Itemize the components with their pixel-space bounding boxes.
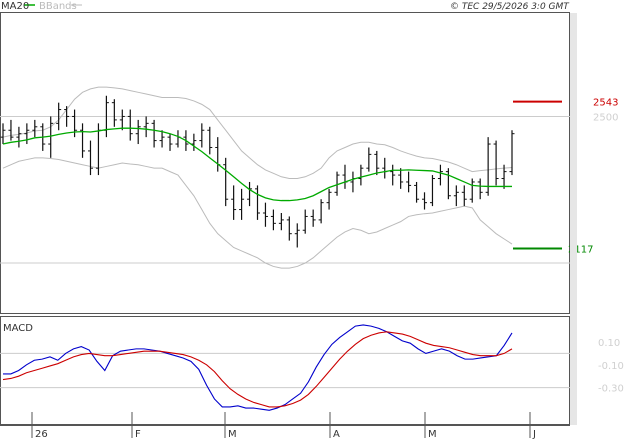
ohlc-bar (262, 202, 268, 227)
ohlc-bar (175, 130, 181, 148)
ohlc-bar (493, 140, 499, 186)
ohlc-bar (390, 164, 396, 186)
macd-tick-label: -0.30 (598, 384, 624, 395)
ohlc-bar (151, 119, 157, 148)
bollinger-bands (2, 86, 513, 269)
ohlc-bar (159, 130, 165, 148)
ohlc-bar (143, 116, 149, 138)
upper-band-line (2, 86, 513, 180)
macd-axis-labels: 0.10 -0.10 -0.30 (598, 338, 624, 395)
ohlc-bar (270, 209, 276, 231)
macd-panel-frame (0, 316, 570, 425)
chart-credit: © TEC 29/5/2026 3:0 GMT (450, 2, 570, 12)
ohlc-bar (358, 164, 364, 186)
ohlc-bar (461, 185, 467, 207)
ohlc-bar (278, 213, 284, 231)
ohlc-bar (247, 181, 253, 207)
right-shadow (570, 13, 577, 425)
ohlc-bar (16, 126, 22, 148)
ohlc-bar (48, 116, 54, 158)
macd-tick-label: 0.10 (598, 338, 620, 349)
ohlc-bar (255, 185, 260, 220)
lower-band-line (2, 157, 513, 269)
x-tick-label: 26 (35, 429, 48, 440)
ohlc-bar (477, 178, 483, 200)
ohlc-bar (437, 164, 443, 186)
ohlc-bar (302, 209, 308, 234)
ohlc-bar (398, 168, 404, 189)
ohlc-bar (453, 185, 459, 207)
ohlc-bar (286, 216, 292, 241)
ohlc-bar (223, 157, 229, 207)
ohlc-bar (294, 223, 300, 248)
macd-gridlines (0, 352, 570, 389)
ohlc-bar (406, 171, 412, 193)
ohlc-bar (215, 137, 221, 172)
ohlc-bar (350, 171, 356, 193)
ohlc-bar (318, 199, 324, 224)
ohlc-bar (429, 175, 435, 207)
ohlc-bar (231, 185, 237, 220)
macd-title: MACD (3, 323, 33, 334)
ohlc-bar (56, 102, 62, 131)
ohlc-bar (0, 123, 6, 145)
x-tick-label: A (333, 429, 340, 440)
ohlc-bar (239, 188, 245, 220)
ohlc-bar (167, 133, 173, 151)
target-label-support: 2117 (568, 245, 593, 256)
ohlc-bar (382, 157, 388, 179)
ohlc-bar (501, 164, 507, 189)
ohlc-bar (80, 123, 86, 158)
price-panel-frame (0, 12, 570, 314)
x-tick-label: F (135, 429, 141, 440)
price-gridlines (0, 115, 570, 264)
ohlc-bar (414, 181, 420, 203)
ohlc-bar (422, 192, 428, 210)
ohlc-bar (119, 109, 125, 131)
macd-tick-label: -0.10 (598, 361, 624, 372)
ohlc-bar (24, 123, 30, 145)
x-tick-label: M (428, 429, 437, 440)
ohlc-bar (8, 119, 14, 141)
ohlc-bar (469, 178, 475, 203)
x-tick-label: M (228, 429, 237, 440)
ohlc-bar (32, 119, 38, 138)
macd-line (3, 324, 513, 411)
ohlc-bar (191, 133, 197, 151)
target-levels: 2543 2117 (513, 98, 618, 256)
ohlc-bar (342, 164, 348, 189)
ma20-polyline (2, 127, 512, 202)
ma20-line (2, 127, 512, 202)
ma-legend-label: MA20 (1, 1, 29, 12)
ohlc-bar (199, 123, 205, 148)
ohlc-bar (207, 126, 213, 155)
ohlc-bar (111, 99, 117, 127)
price-axis-labels: 2500 (593, 112, 618, 123)
ohlc-bar (87, 140, 93, 176)
bbands-legend-label: BBands (39, 1, 77, 12)
ohlc-bar (374, 150, 380, 176)
signal-line (2, 331, 513, 408)
target-label-resistance: 2543 (593, 98, 618, 109)
ohlc-bar (445, 168, 451, 200)
x-tick-label: J (532, 429, 536, 440)
ohlc-bar (127, 109, 133, 141)
ohlc-bar (366, 147, 372, 172)
price-tick-label: 2500 (593, 112, 618, 123)
ohlc-bar (72, 109, 78, 138)
ohlc-bar (334, 171, 340, 196)
ohlc-bar (310, 209, 316, 227)
ohlc-bar (326, 188, 332, 210)
x-axis-labels: 26 F M A M J (31, 412, 536, 440)
macd-lines (2, 324, 513, 411)
ohlc-bar (135, 119, 141, 145)
ohlc-bar (64, 106, 70, 127)
ohlc-bar (509, 130, 515, 176)
